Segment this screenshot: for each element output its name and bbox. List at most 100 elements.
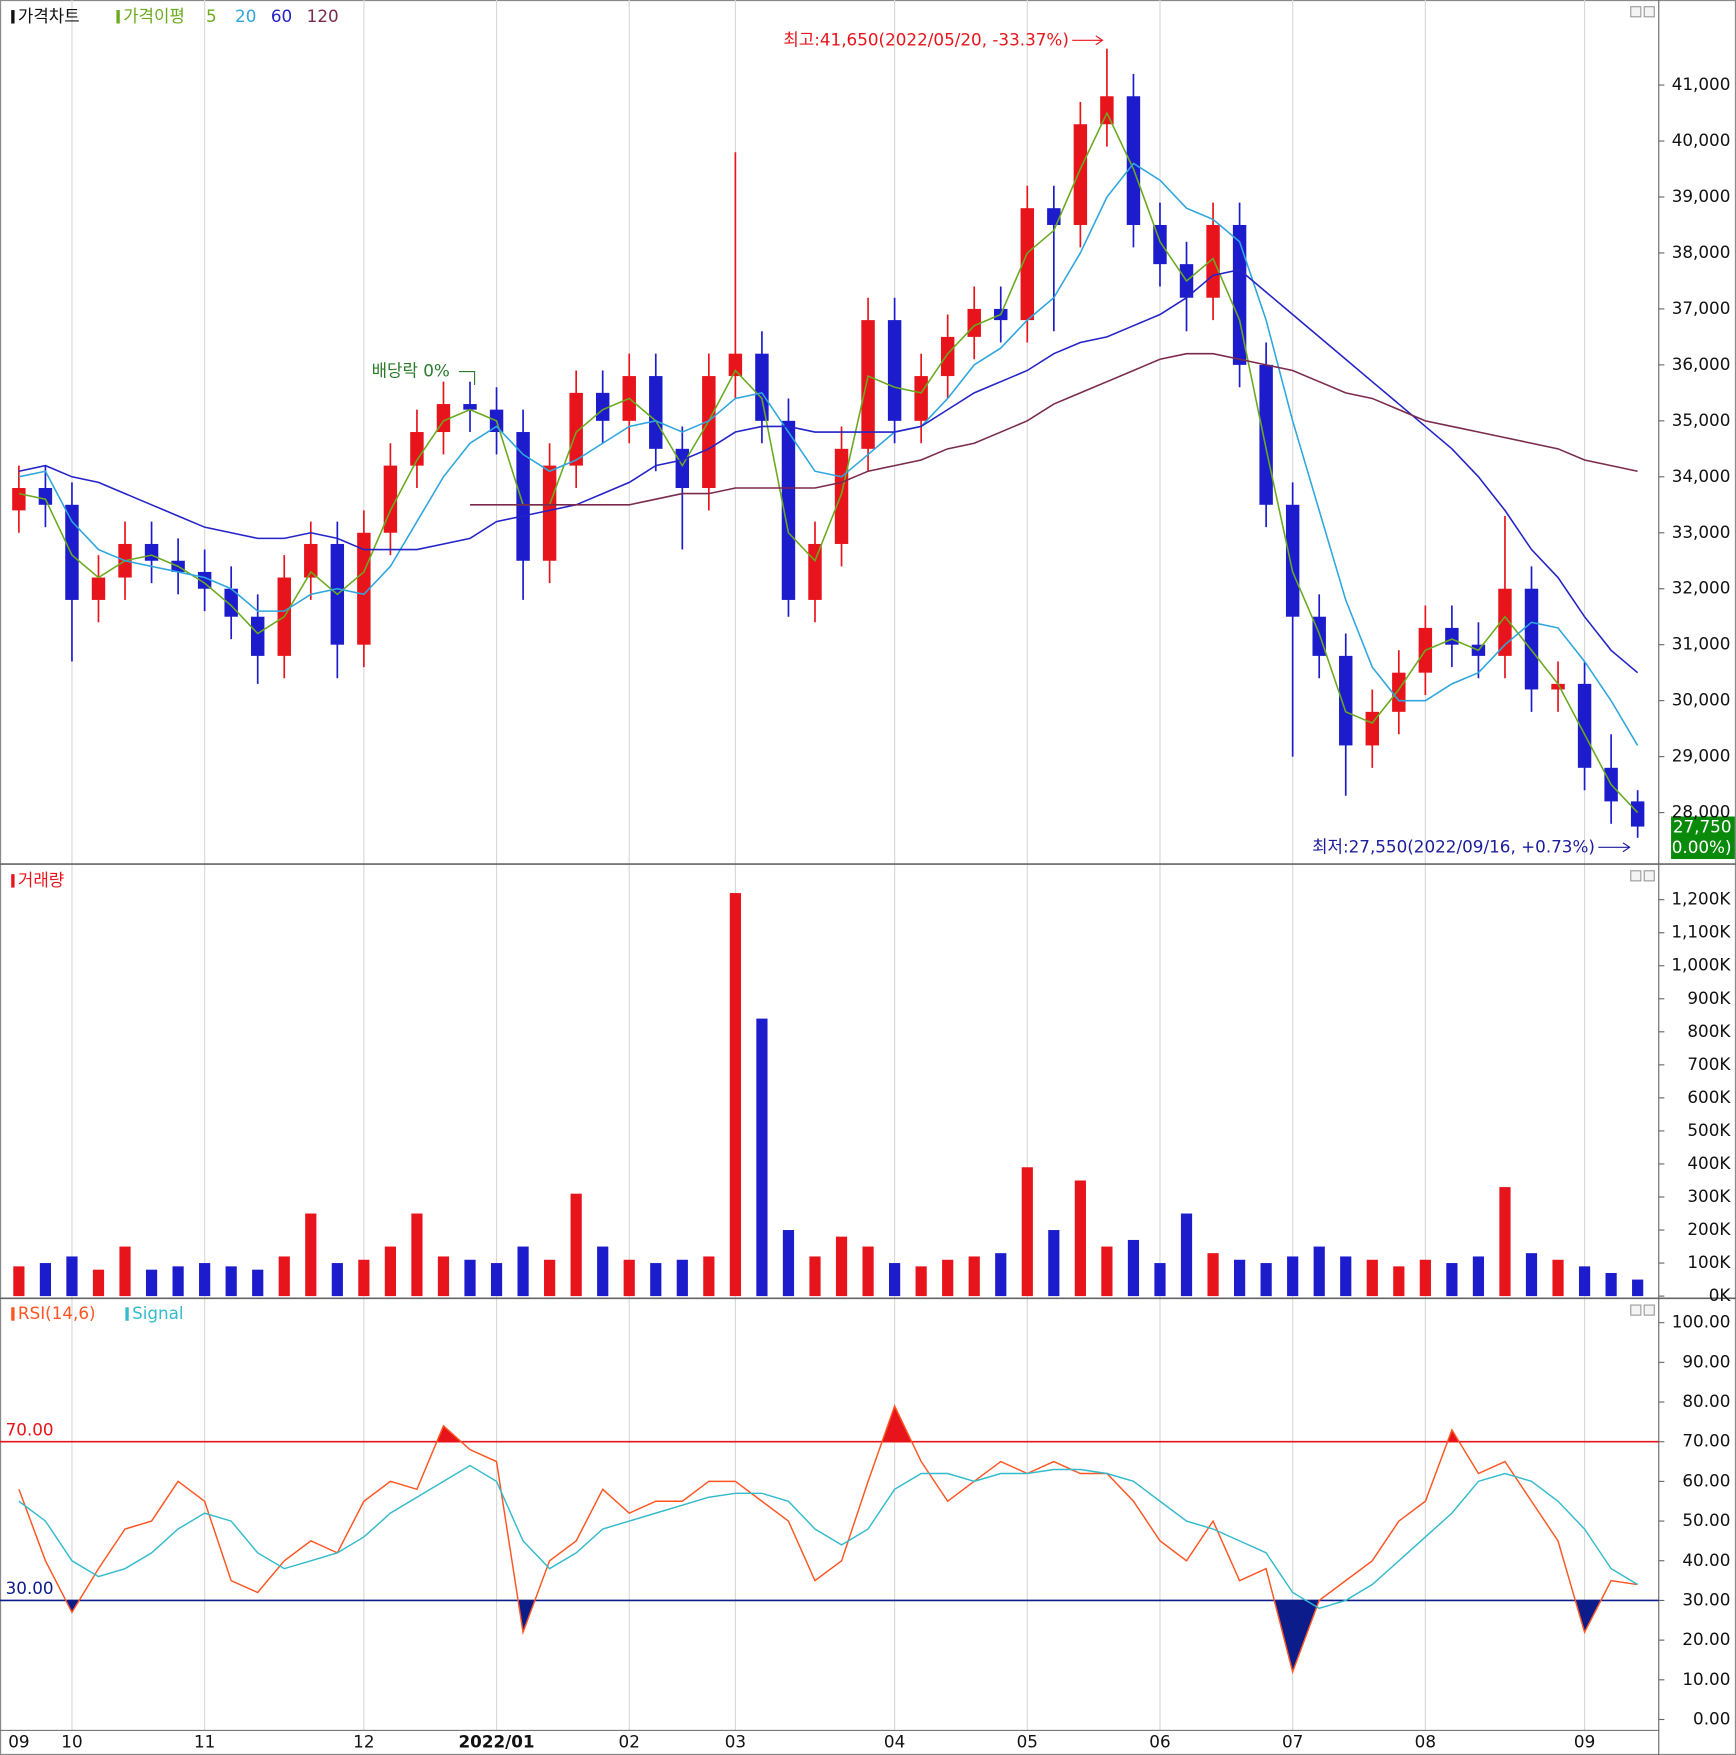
legend-ma: 120: [307, 6, 339, 26]
volume-bar: [1605, 1272, 1617, 1297]
candle-body: [755, 353, 769, 421]
volume-bar: [172, 1266, 184, 1297]
y-tick-label: 31,000: [1672, 634, 1731, 654]
candle-body: [1232, 224, 1247, 365]
volume-bar: [92, 1269, 105, 1297]
candle-body: [357, 532, 371, 645]
candle-body: [569, 392, 583, 466]
y-tick-label: 29,000: [1672, 746, 1731, 766]
x-tick-label: 2022/01: [458, 1732, 534, 1752]
rsi-line: [18, 1464, 1638, 1610]
volume-bar: [676, 1259, 688, 1297]
candle-body: [383, 465, 398, 533]
candle-body: [410, 432, 424, 466]
volume-bar: [1499, 1187, 1511, 1297]
candle-body: [463, 404, 477, 410]
volume-bar: [1048, 1230, 1060, 1297]
panel-button[interactable]: [1630, 6, 1642, 18]
candle-body: [516, 432, 530, 561]
panel-button[interactable]: [1643, 1304, 1655, 1316]
legend-swatch: [116, 10, 120, 24]
candle-body: [144, 543, 159, 561]
volume-bar: [411, 1213, 423, 1297]
volume-bar: [809, 1256, 821, 1297]
candle-body: [702, 376, 716, 488]
legend-volume: 거래량: [18, 870, 64, 890]
volume-bar: [1287, 1256, 1299, 1297]
y-tick-label: 20.00: [1682, 1629, 1730, 1649]
legend-rsi: RSI(14,6): [18, 1303, 96, 1323]
candle-body: [1445, 627, 1459, 645]
legend-ma: 20: [235, 6, 256, 26]
legend-signal: Signal: [132, 1303, 184, 1323]
candle-body: [595, 392, 610, 421]
candle-body: [1100, 96, 1114, 125]
volume-bar: [145, 1269, 158, 1297]
last-change-label: (0.00%): [1665, 837, 1731, 857]
volume-bar: [252, 1269, 264, 1297]
candle-body: [1259, 364, 1273, 505]
panel-button[interactable]: [1643, 870, 1655, 882]
rsi-line: [18, 1404, 1638, 1675]
y-tick-label: 500K: [1687, 1120, 1731, 1140]
volume-bar: [915, 1266, 927, 1297]
y-tick-label: 1,100K: [1671, 922, 1731, 942]
panel-button[interactable]: [1643, 6, 1655, 18]
y-tick-label: 300K: [1687, 1186, 1731, 1206]
volume-bar: [544, 1259, 556, 1297]
volume-bar: [1021, 1167, 1033, 1297]
rsi-overbought-fill: [18, 1406, 1638, 1442]
volume-bar: [1552, 1259, 1564, 1297]
y-tick-label: 0.00: [1693, 1708, 1730, 1728]
candle-body: [781, 420, 796, 600]
moving-average-line: [18, 268, 1639, 674]
candle-body: [12, 487, 26, 511]
y-tick-label: 80.00: [1682, 1391, 1730, 1411]
y-tick-label: 100.00: [1672, 1312, 1731, 1332]
volume-bar: [1260, 1263, 1272, 1297]
month-grid-group: [71, 0, 1586, 1731]
legend-ma: 60: [271, 6, 292, 26]
volume-bar: [1313, 1246, 1325, 1297]
candle-body: [649, 376, 663, 449]
y-tick-label: 400K: [1687, 1153, 1731, 1173]
candle-body: [1020, 208, 1035, 321]
candle-body: [1285, 504, 1300, 617]
volume-bar: [1472, 1256, 1485, 1297]
candle-body: [1153, 224, 1167, 265]
volume-bar: [1340, 1256, 1352, 1297]
y-tick-label: 28,000: [1672, 802, 1731, 822]
moving-average-line: [18, 111, 1639, 814]
last-price-bg: [1671, 816, 1735, 860]
candle-body: [1047, 208, 1061, 225]
volume-bar: [597, 1246, 609, 1297]
volume-bar: [39, 1263, 52, 1297]
panel-button[interactable]: [1630, 870, 1642, 882]
volume-bar: [1578, 1266, 1591, 1297]
volume-bar: [729, 893, 741, 1297]
candle-body: [940, 336, 955, 377]
x-tick-label: 08: [1415, 1732, 1436, 1752]
y-tick-label: 200K: [1687, 1219, 1731, 1239]
y-tick-label: 36,000: [1672, 354, 1731, 374]
volume-bar: [862, 1246, 874, 1297]
volume-bar: [1101, 1246, 1113, 1297]
y-tick-label: 32,000: [1672, 578, 1731, 598]
x-tick-label: 12: [353, 1732, 374, 1752]
candle-body: [1551, 683, 1565, 690]
x-tick-label: 03: [725, 1732, 746, 1752]
volume-bar: [835, 1236, 848, 1297]
volume-bar: [119, 1246, 131, 1297]
volume-bar: [782, 1230, 795, 1297]
volume-bar: [703, 1256, 715, 1297]
volume-bar: [756, 1018, 768, 1297]
x-tick-label: 07: [1282, 1732, 1303, 1752]
volume-bar: [1366, 1259, 1378, 1297]
candle-body: [1206, 224, 1220, 298]
panel-button[interactable]: [1630, 1304, 1642, 1316]
candle-body: [1339, 655, 1353, 746]
volume-bar: [1127, 1239, 1140, 1297]
x-tick-label: 06: [1149, 1732, 1170, 1752]
candle-body: [861, 320, 875, 449]
